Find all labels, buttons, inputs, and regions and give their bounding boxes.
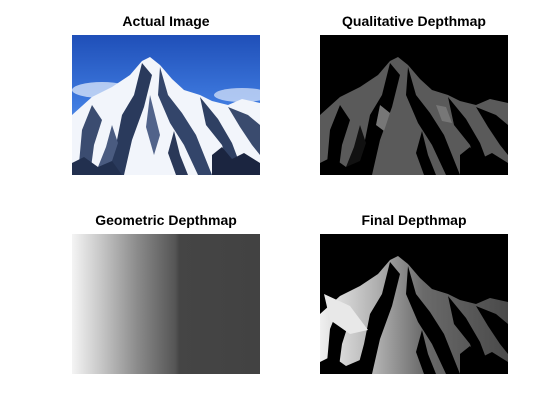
final-depthmap-title: Final Depthmap [361,212,467,228]
mountain-photo [72,35,260,175]
actual-image-panel [72,35,260,175]
geometric-depthmap-panel [72,234,260,374]
geometric-depthmap-image [72,234,260,374]
final-depthmap-panel [320,234,508,374]
actual-image-title: Actual Image [122,13,210,29]
final-depthmap-image [320,234,508,374]
qualitative-depthmap-title: Qualitative Depthmap [342,13,486,29]
geometric-depthmap-title: Geometric Depthmap [95,212,237,228]
qualitative-depthmap-panel [320,35,508,175]
qualitative-depthmap-image [320,35,508,175]
